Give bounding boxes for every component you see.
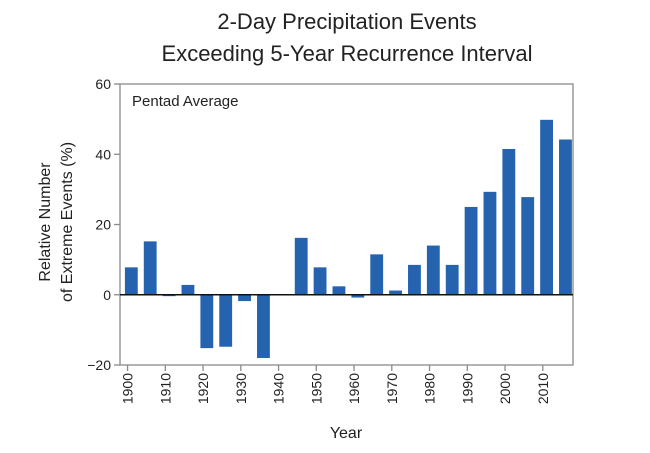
plot-area: −20 0 20 40 60 1900 1910 1920 1930 1940 1950 1960 19… (87, 76, 574, 404)
y-tick-label: 60 (95, 76, 111, 92)
bar (238, 294, 251, 302)
x-tick-label: 1900 (120, 373, 136, 404)
y-tick-label: 40 (95, 146, 111, 162)
bar (257, 294, 270, 358)
y-axis-label: Relative Number of Extreme Events (%) (37, 142, 76, 302)
y-tick-label: 0 (103, 287, 111, 303)
y-tick-label: 20 (95, 217, 111, 233)
chart-title-line-1: 2-Day Precipitation Events (217, 9, 476, 34)
bar (219, 294, 233, 347)
x-tick-label: 2000 (497, 373, 513, 404)
x-tick-label: 1910 (157, 373, 173, 404)
bar (200, 294, 214, 349)
x-tick-label: 1920 (195, 373, 211, 404)
bar (483, 191, 497, 295)
pentad-annotation: Pentad Average (132, 93, 238, 110)
x-tick-label: 1980 (422, 373, 438, 404)
bar (294, 237, 308, 295)
bar (464, 206, 478, 295)
bar (540, 119, 553, 295)
bar (521, 197, 535, 295)
bar (426, 245, 440, 295)
x-tick-label: 1960 (346, 373, 362, 404)
bar (313, 267, 327, 295)
y-axis-label-line-1: Relative Number (37, 162, 54, 282)
bar (351, 294, 365, 298)
bar (408, 264, 421, 295)
x-tick-label: 1950 (308, 373, 324, 404)
x-tick-label: 1930 (233, 373, 249, 404)
bar (370, 254, 384, 295)
x-tick-label: 1990 (459, 373, 475, 404)
bar (445, 264, 459, 295)
bar (389, 290, 402, 295)
bar (502, 148, 516, 295)
x-tick-label: 1970 (384, 373, 400, 404)
x-tick-label: 2010 (535, 373, 551, 404)
bar (559, 139, 572, 295)
bar (143, 241, 157, 295)
y-tick-label: −20 (87, 357, 111, 373)
bar (181, 284, 195, 295)
bar (332, 286, 346, 295)
x-axis-label: Year (330, 425, 363, 442)
x-tick-label: 1940 (271, 373, 287, 404)
y-axis-label-line-2: of Extreme Events (%) (59, 142, 76, 302)
bar (124, 267, 138, 295)
chart-title-line-2: Exceeding 5-Year Recurrence Interval (162, 41, 533, 66)
